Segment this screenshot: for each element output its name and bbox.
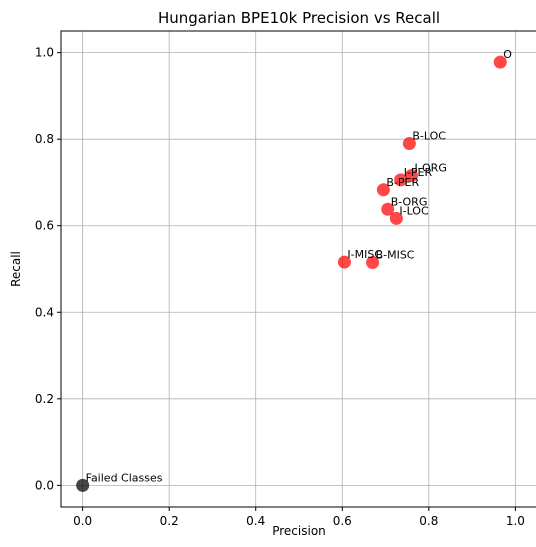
y-axis-label: Recall <box>9 251 23 287</box>
point-label-b-org: B-ORG <box>391 195 428 208</box>
point-label-o: O <box>503 48 512 61</box>
grid <box>61 31 536 507</box>
y-tick-label: 1.0 <box>35 46 54 60</box>
point-b-org <box>381 202 395 216</box>
point-label-failed-classes: Failed Classes <box>86 471 163 484</box>
x-axis-label: Precision <box>272 524 326 538</box>
point-label-b-misc: B-MISC <box>376 249 415 262</box>
point-label-i-org: I-ORG <box>415 162 447 175</box>
y-tick-label: 0.0 <box>35 478 54 492</box>
x-tick-label: 1.0 <box>506 514 525 528</box>
axis-ticks: 0.0 0.2 0.4 0.6 0.8 1.0 0.0 0.2 0.4 0.6 0.8 1.0 <box>35 46 525 528</box>
chart-title: Hungarian BPE10k Precision vs Recall <box>158 9 440 27</box>
point-i-org <box>405 169 419 183</box>
point-o <box>493 55 507 69</box>
point-label-i-per: I-PER <box>404 166 433 179</box>
x-tick-label: 0.4 <box>246 514 265 528</box>
point-b-per <box>376 183 390 197</box>
point-failed-classes <box>76 478 90 492</box>
x-tick-label: 0.6 <box>333 514 352 528</box>
plot-frame <box>60 30 536 508</box>
x-tick-label: 0.0 <box>73 514 92 528</box>
point-label-b-loc: B-LOC <box>412 130 446 143</box>
y-tick-label: 0.2 <box>35 392 54 406</box>
point-i-per <box>394 173 408 187</box>
y-tick-label: 0.6 <box>35 219 54 233</box>
data-points <box>76 55 507 492</box>
point-i-loc <box>389 211 403 225</box>
point-label-i-loc: I-LOC <box>399 204 429 217</box>
y-tick-label: 0.8 <box>35 132 54 146</box>
point-i-misc <box>337 255 351 269</box>
x-tick-label: 0.8 <box>419 514 438 528</box>
point-b-loc <box>402 137 416 151</box>
point-b-misc <box>366 256 380 270</box>
point-label-i-misc: I-MISC <box>347 248 382 261</box>
y-tick-label: 0.4 <box>35 305 54 319</box>
point-label-b-per: B-PER <box>386 176 419 189</box>
x-tick-label: 0.2 <box>160 514 179 528</box>
